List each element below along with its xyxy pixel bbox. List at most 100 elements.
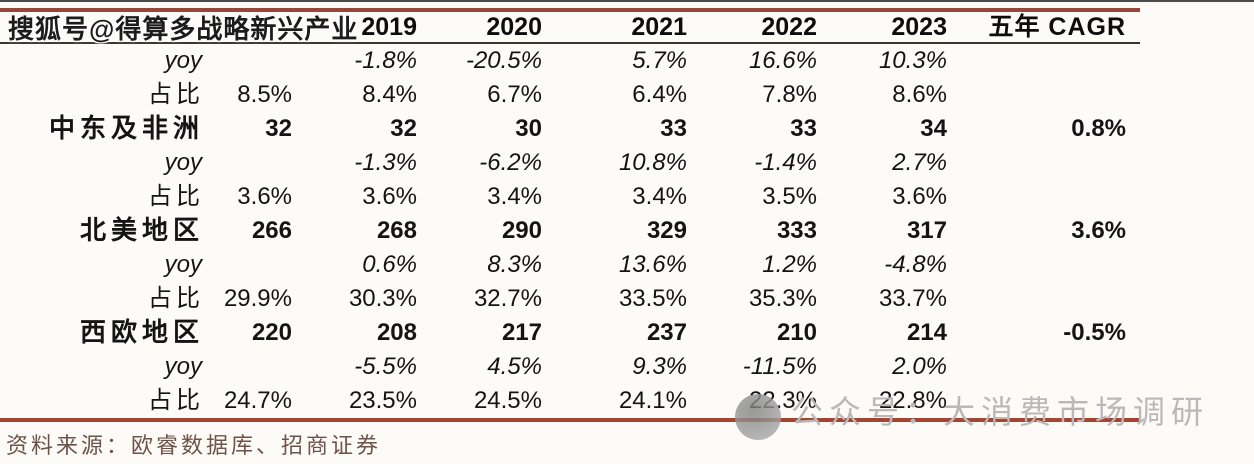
- watermark-sohu-account: 搜狐号@得算多战略新兴产业: [8, 14, 359, 44]
- value-cell: 208: [376, 319, 417, 346]
- table-row: 占比 29.9% 30.3% 32.7% 33.5% 35.3% 33.7%: [0, 282, 1140, 316]
- value-cell: 24.7%: [223, 387, 292, 414]
- value-cell: 8.3%: [487, 251, 542, 278]
- value-cell: 10.3%: [878, 47, 947, 74]
- table-row: 北美地区 266 268 290 329 333 317 3.6%: [0, 214, 1140, 248]
- value-cell: -4.8%: [884, 251, 947, 278]
- value-cell: [210, 350, 300, 384]
- value-cell: 0.6%: [362, 251, 417, 278]
- value-cell: 8.5%: [237, 81, 292, 108]
- value-cell: 24.5%: [473, 387, 542, 414]
- row-label-cell: yoy: [164, 251, 202, 278]
- table-row: yoy 0.6% 8.3% 13.6% 1.2% -4.8%: [0, 248, 1140, 282]
- value-cell: [210, 248, 300, 282]
- cagr-value-cell: [955, 180, 1140, 214]
- value-cell: 220: [251, 319, 292, 346]
- row-label-cell: yoy: [164, 353, 202, 380]
- value-cell: 22.8%: [878, 387, 947, 414]
- value-cell: -1.8%: [354, 47, 417, 74]
- cagr-value-cell: -0.5%: [1063, 319, 1126, 346]
- value-cell: 10.8%: [618, 149, 687, 176]
- regional-sales-table-wrap: 2019 2020 2021 2022 2023 五年 CAGR yoy -1.8…: [0, 8, 1140, 422]
- table-row: 占比 24.7% 23.5% 24.5% 24.1% 22.3% 22.8%: [0, 384, 1140, 420]
- row-label-cell: yoy: [164, 149, 202, 176]
- value-cell: 8.6%: [892, 81, 947, 108]
- table-row: 中东及非洲 32 32 30 33 33 34 0.8%: [0, 112, 1140, 146]
- cagr-value-cell: [955, 43, 1140, 78]
- value-cell: 6.4%: [632, 81, 687, 108]
- row-label-cell: 中东及非洲: [48, 114, 204, 143]
- value-cell: 268: [376, 217, 417, 244]
- value-cell: 13.6%: [618, 251, 687, 278]
- value-cell: 3.4%: [487, 183, 542, 210]
- table-row: 占比 8.5% 8.4% 6.7% 6.4% 7.8% 8.6%: [0, 78, 1140, 112]
- value-cell: [210, 146, 300, 180]
- watermark-wechat-label: 公众号：大消费市场调研: [791, 394, 1210, 430]
- value-cell: 32.7%: [473, 285, 542, 312]
- value-cell: 266: [251, 217, 292, 244]
- value-cell: 2.7%: [892, 149, 947, 176]
- watermark-wechat-account: 公众号：大消费市场调研: [735, 380, 1209, 440]
- value-cell: 1.2%: [762, 251, 817, 278]
- table-row: yoy -1.8% -20.5% 5.7% 16.6% 10.3%: [0, 43, 1140, 78]
- top-edge-divider: [0, 0, 1254, 2]
- value-cell: 32: [265, 115, 292, 142]
- cagr-header-cell: 五年 CAGR: [988, 13, 1126, 41]
- value-cell: 9.3%: [632, 353, 687, 380]
- value-cell: 217: [501, 319, 542, 346]
- row-label-cell: yoy: [164, 47, 202, 74]
- value-cell: 333: [776, 217, 817, 244]
- value-cell: 35.3%: [748, 285, 817, 312]
- cagr-value-cell: 3.6%: [1071, 217, 1126, 244]
- table-row: yoy -5.5% 4.5% 9.3% -11.5% 2.0%: [0, 350, 1140, 384]
- value-cell: 3.4%: [632, 183, 687, 210]
- value-cell: 5.7%: [632, 47, 687, 74]
- value-cell: 3.6%: [237, 183, 292, 210]
- wechat-account-logo-icon: [735, 394, 781, 440]
- value-cell: -1.4%: [754, 149, 817, 176]
- value-cell: 3.6%: [892, 183, 947, 210]
- value-cell: [210, 43, 300, 78]
- year-header-cell: 2020: [486, 13, 542, 41]
- year-header-cell: 2023: [891, 13, 947, 41]
- value-cell: 214: [906, 319, 947, 346]
- cagr-value-cell: [955, 282, 1140, 316]
- value-cell: -5.5%: [354, 353, 417, 380]
- row-label-cell: 占比: [148, 184, 204, 210]
- table-body: yoy -1.8% -20.5% 5.7% 16.6% 10.3% 占比 8.5% 8.4% 6.…: [0, 43, 1140, 420]
- value-cell: 3.6%: [362, 183, 417, 210]
- value-cell: 290: [501, 217, 542, 244]
- value-cell: 33.5%: [618, 285, 687, 312]
- value-cell: -6.2%: [479, 149, 542, 176]
- value-cell: 3.5%: [762, 183, 817, 210]
- value-cell: 8.4%: [362, 81, 417, 108]
- value-cell: 33.7%: [878, 285, 947, 312]
- value-cell: 23.5%: [348, 387, 417, 414]
- row-label-cell: 西欧地区: [79, 318, 204, 347]
- cagr-value-cell: [955, 146, 1140, 180]
- value-cell: 237: [646, 319, 687, 346]
- value-cell: 329: [646, 217, 687, 244]
- value-cell: 16.6%: [748, 47, 817, 74]
- cagr-value-cell: 0.8%: [1071, 115, 1126, 142]
- row-label-cell: 北美地区: [79, 216, 204, 245]
- row-label-cell: 占比: [148, 82, 204, 108]
- regional-sales-table: 2019 2020 2021 2022 2023 五年 CAGR yoy -1.8…: [0, 8, 1140, 422]
- year-header-cell: 2022: [761, 13, 817, 41]
- table-row: yoy -1.3% -6.2% 10.8% -1.4% 2.7%: [0, 146, 1140, 180]
- value-cell: 34: [920, 115, 947, 142]
- source-note: 资料来源：欧睿数据库、招商证券: [6, 433, 382, 458]
- value-cell: 6.7%: [487, 81, 542, 108]
- value-cell: 2.0%: [892, 353, 947, 380]
- value-cell: 210: [776, 319, 817, 346]
- value-cell: 29.9%: [223, 285, 292, 312]
- value-cell: 30: [515, 115, 542, 142]
- value-cell: 317: [906, 217, 947, 244]
- value-cell: 7.8%: [762, 81, 817, 108]
- year-header-cell: 2021: [631, 13, 687, 41]
- value-cell: -20.5%: [465, 47, 542, 74]
- row-label-cell: 占比: [148, 388, 204, 414]
- row-label-cell: 占比: [148, 286, 204, 312]
- value-cell: -1.3%: [354, 149, 417, 176]
- cagr-value-cell: [955, 248, 1140, 282]
